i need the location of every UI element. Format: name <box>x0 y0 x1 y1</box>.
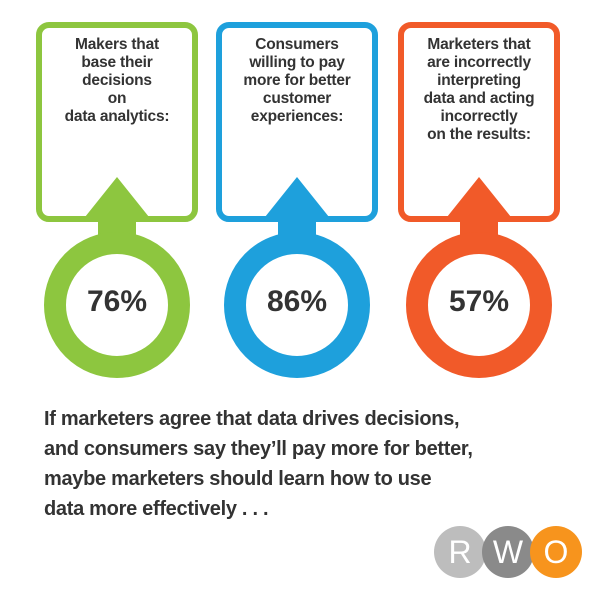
stat-label: Makers that base their decisions on data… <box>64 36 170 125</box>
ring-shape <box>44 232 190 378</box>
stat-percentage: 57% <box>448 285 510 318</box>
up-arrow-icon <box>261 177 333 246</box>
stat-percentage: 86% <box>266 285 328 318</box>
ring-shape <box>224 232 370 378</box>
arrow-ring-graphic <box>36 22 198 378</box>
stat-card-incorrect-interpretation: Marketers that are incorrectly interpret… <box>398 22 560 378</box>
summary-line: data more effectively . . . <box>44 498 269 520</box>
arrow-ring-graphic <box>216 22 378 378</box>
stat-card-customer-experience: Consumers willing to pay more for better… <box>216 22 378 378</box>
logo-circle-w: W <box>482 526 534 578</box>
summary-line: If marketers agree that data drives deci… <box>44 408 460 430</box>
logo-circle-r: R <box>434 526 486 578</box>
summary-line: and consumers say they’ll pay more for b… <box>44 438 473 460</box>
logo-circle-o: O <box>530 526 582 578</box>
summary-line: maybe marketers should learn how to use <box>44 468 432 490</box>
up-arrow-icon <box>443 177 515 246</box>
summary-text: If marketers agree that data drives deci… <box>44 404 584 524</box>
stat-card-data-analytics: Makers that base their decisions on data… <box>36 22 198 378</box>
stat-label: Marketers that are incorrectly interpret… <box>423 36 535 143</box>
rwo-logo: R W O <box>434 526 586 578</box>
stat-label: Consumers willing to pay more for better… <box>243 36 351 125</box>
stat-percentage: 76% <box>86 285 148 318</box>
up-arrow-icon <box>81 177 153 246</box>
arrow-ring-graphic <box>398 22 560 378</box>
ring-shape <box>406 232 552 378</box>
